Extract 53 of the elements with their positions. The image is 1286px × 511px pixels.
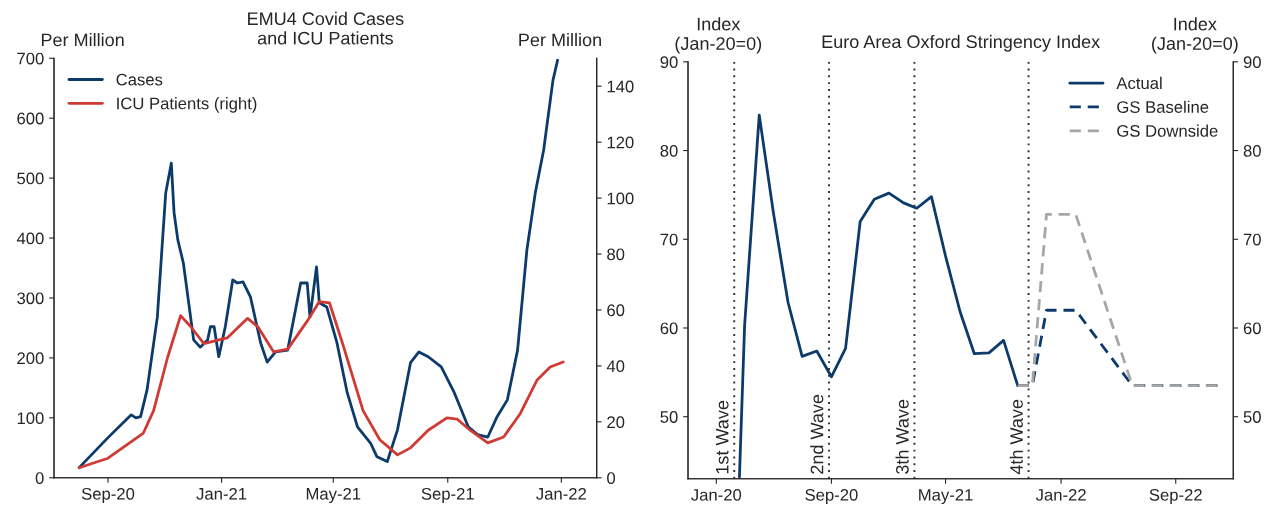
y2-tick-label: 100 [607,192,634,205]
ref-line-label: 4th Wave [1009,399,1023,475]
y2-tick-label: 90 [1243,56,1261,69]
y-tick-label: 200 [17,352,44,365]
y-tick-label: 100 [17,412,44,425]
legend-label: Cases [116,73,163,86]
x-tick-label: Jan-22 [1035,488,1086,501]
ref-line-label: 2nd Wave [810,394,824,474]
line-series [77,58,559,469]
legend-label: GS Baseline [1117,100,1209,113]
line-series [77,300,565,470]
chart-title: Euro Area Oxford Stringency Index [822,34,1100,52]
x-tick-label: Sep-20 [805,488,858,505]
x-tick-label: Sep-21 [421,487,474,504]
y2-tick-label: 80 [607,248,625,261]
chart-title: EMU4 Covid Cases and ICU Patients [248,11,404,45]
y2-tick-label: 50 [1243,411,1261,423]
y-tick-label: 0 [35,472,44,484]
x-tick-label: Sep-20 [81,487,135,504]
y-tick-label: 300 [17,292,44,305]
legend-label: ICU Patients (right) [117,97,257,113]
x-tick-label: Jan-20 [691,488,742,501]
x-tick-label: May-21 [306,487,361,504]
x-tick-label: Jan-22 [536,487,586,500]
y2-tick-label: 70 [1243,233,1261,246]
y-axis-title: Per Million [41,33,124,47]
y2-tick-label: 120 [607,136,634,149]
ref-line-label: 3th Wave [895,399,909,474]
y-tick-label: 700 [17,52,44,65]
y-tick-label: 70 [660,233,678,246]
legend-label: GS Downside [1117,124,1218,137]
ref-line-label: 1st Wave [715,400,729,474]
y-tick-label: 90 [660,56,678,69]
y-tick-label: 500 [17,172,44,185]
y-axis-title: Index (Jan-20=0) [675,17,762,54]
y-tick-label: 60 [660,322,678,335]
y-tick-label: 80 [660,144,678,157]
y-tick-label: 50 [660,411,678,423]
y2-axis-title: Per Million [519,33,601,47]
x-tick-label: Sep-22 [1149,488,1202,505]
y2-tick-label: 40 [606,360,625,373]
y2-tick-label: 0 [607,472,616,484]
legend-label: Actual [1116,76,1162,90]
y2-tick-label: 140 [607,80,634,93]
y-tick-label: 600 [17,112,44,125]
y2-tick-label: 20 [607,416,625,429]
x-tick-label: Jan-21 [196,487,247,500]
y-tick-label: 400 [16,232,44,245]
y2-tick-label: 60 [607,304,625,317]
y2-tick-label: 60 [1243,322,1261,335]
y2-tick-label: 80 [1243,144,1261,157]
y2-axis-title: Index (Jan-20=0) [1152,17,1238,54]
x-tick-label: May-21 [919,488,973,505]
